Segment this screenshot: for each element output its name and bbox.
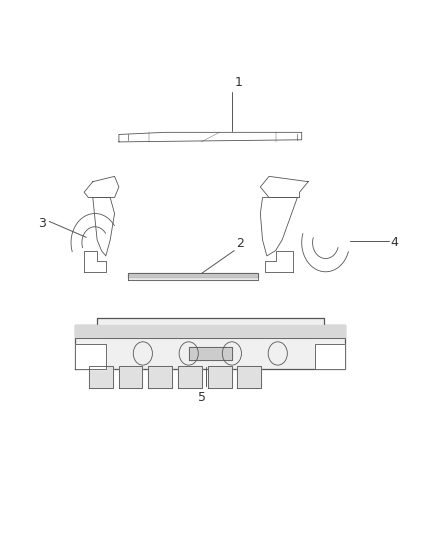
Polygon shape bbox=[89, 366, 113, 389]
Polygon shape bbox=[75, 325, 345, 337]
Polygon shape bbox=[93, 198, 115, 256]
Polygon shape bbox=[315, 344, 345, 369]
Polygon shape bbox=[260, 198, 297, 256]
Text: 5: 5 bbox=[198, 391, 205, 404]
Text: 2: 2 bbox=[237, 237, 244, 249]
Polygon shape bbox=[75, 344, 106, 369]
Polygon shape bbox=[178, 366, 202, 389]
Polygon shape bbox=[84, 251, 106, 272]
Polygon shape bbox=[127, 273, 258, 277]
Polygon shape bbox=[119, 132, 302, 142]
Polygon shape bbox=[189, 347, 232, 360]
Polygon shape bbox=[260, 176, 308, 198]
Polygon shape bbox=[265, 251, 293, 272]
Polygon shape bbox=[75, 318, 345, 369]
Text: 3: 3 bbox=[39, 216, 46, 230]
Polygon shape bbox=[237, 366, 261, 389]
Polygon shape bbox=[208, 366, 232, 389]
Polygon shape bbox=[84, 176, 119, 198]
Text: 1: 1 bbox=[234, 76, 242, 89]
Polygon shape bbox=[127, 273, 258, 280]
Polygon shape bbox=[119, 366, 142, 389]
Text: 4: 4 bbox=[390, 236, 398, 249]
Polygon shape bbox=[71, 214, 114, 252]
Polygon shape bbox=[148, 366, 172, 389]
